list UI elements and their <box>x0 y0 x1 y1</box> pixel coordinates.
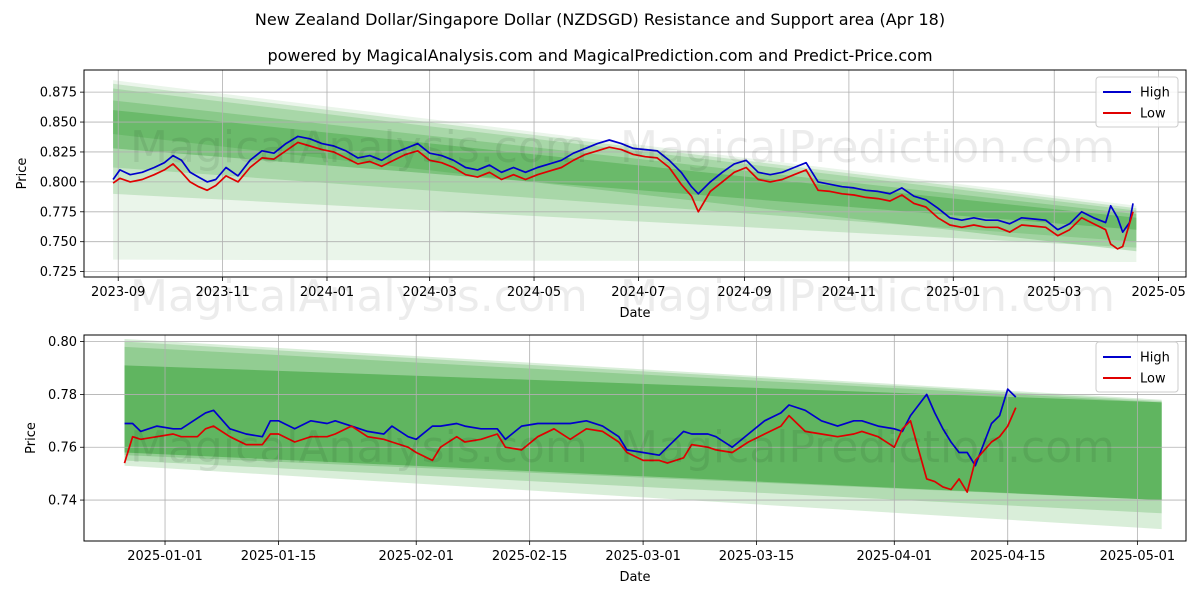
series-group <box>112 135 1134 250</box>
watermark: MagicalAnalysis.com <box>130 271 588 322</box>
x-axis-label: Date <box>619 570 650 585</box>
watermark: MagicalPrediction.com <box>620 271 1115 322</box>
x-tick-label: 2024-05 <box>507 285 561 300</box>
legend-box <box>1095 341 1179 393</box>
watermark: MagicalPrediction.com <box>620 122 1115 173</box>
x-tick-label: 2025-04-01 <box>857 549 933 564</box>
support-resistance-band <box>113 80 1137 263</box>
x-tick-label: 2024-09 <box>717 285 771 300</box>
x-axis-label: Date <box>619 306 650 321</box>
x-tick-label: 2024-07 <box>611 285 665 300</box>
chart-subtitle: powered by MagicalAnalysis.com and Magic… <box>267 46 933 65</box>
legend-label-high: High <box>1140 351 1170 366</box>
x-tick-label: 2025-02-15 <box>492 549 568 564</box>
y-tick-label: 0.875 <box>40 86 77 101</box>
chart-panel-1: 2023-09 2023-11 2024-01 2024-03 2024-05 2024-… <box>15 69 1187 321</box>
y-tick-label: 0.825 <box>40 145 77 160</box>
legend-label-high: High <box>1140 86 1170 101</box>
support-resistance-band <box>113 100 1137 252</box>
x-tick-label: 2025-03-15 <box>719 549 795 564</box>
plot-frame <box>83 334 1187 542</box>
y-tick-label: 0.78 <box>48 388 77 403</box>
legend: High Low <box>1095 341 1179 393</box>
x-tick-label: 2025-01-01 <box>127 549 203 564</box>
x-tick-label: 2025-01-15 <box>241 549 317 564</box>
y-axis-label: Price <box>15 158 30 190</box>
chart-title: New Zealand Dollar/Singapore Dollar (NZD… <box>254 10 946 29</box>
watermark: MagicalPrediction.com <box>620 422 1115 473</box>
y-tick-label: 0.76 <box>48 441 77 456</box>
y-tick-label: 0.725 <box>40 265 77 280</box>
x-tick-label: 2025-04-15 <box>970 549 1046 564</box>
x-tick-label: 2025-02-01 <box>378 549 454 564</box>
x-tick-label: 2023-09 <box>91 285 145 300</box>
y-tick-label: 0.74 <box>48 494 77 509</box>
legend-label-low: Low <box>1140 107 1166 122</box>
y-tick-label: 0.800 <box>40 175 77 190</box>
y-axis-label: Price <box>24 422 39 454</box>
x-tick-label: 2025-03-01 <box>605 549 681 564</box>
series-line-low <box>112 141 1134 250</box>
x-tick-label: 2025-05 <box>1131 285 1185 300</box>
x-tick-label: 2024-01 <box>300 285 354 300</box>
support-resistance-band <box>113 88 1137 242</box>
series-group <box>123 388 1017 493</box>
x-tick-label: 2024-03 <box>402 285 456 300</box>
watermark: MagicalAnalysis.com <box>130 122 588 173</box>
series-line-high <box>112 135 1134 233</box>
legend-box <box>1095 76 1179 128</box>
chart-panel-2: 2025-01-01 2025-01-15 2025-02-01 2025-02-15… <box>24 334 1187 585</box>
x-tick-label: 2025-01 <box>926 285 980 300</box>
x-tick-label: 2025-05-01 <box>1100 549 1176 564</box>
support-resistance-band <box>113 83 1137 248</box>
x-tick-label: 2024-11 <box>822 285 876 300</box>
legend: High Low <box>1095 76 1179 128</box>
watermark: MagicalAnalysis.com <box>130 422 588 473</box>
series-line-low <box>123 407 1017 493</box>
y-tick-label: 0.850 <box>40 116 77 131</box>
x-tick-label: 2023-11 <box>195 285 249 300</box>
plot-frame <box>83 69 1187 278</box>
y-tick-label: 0.775 <box>40 205 77 220</box>
legend-label-low: Low <box>1140 372 1166 387</box>
y-tick-label: 0.80 <box>48 335 77 350</box>
y-tick-label: 0.750 <box>40 235 77 250</box>
x-tick-label: 2025-03 <box>1027 285 1081 300</box>
